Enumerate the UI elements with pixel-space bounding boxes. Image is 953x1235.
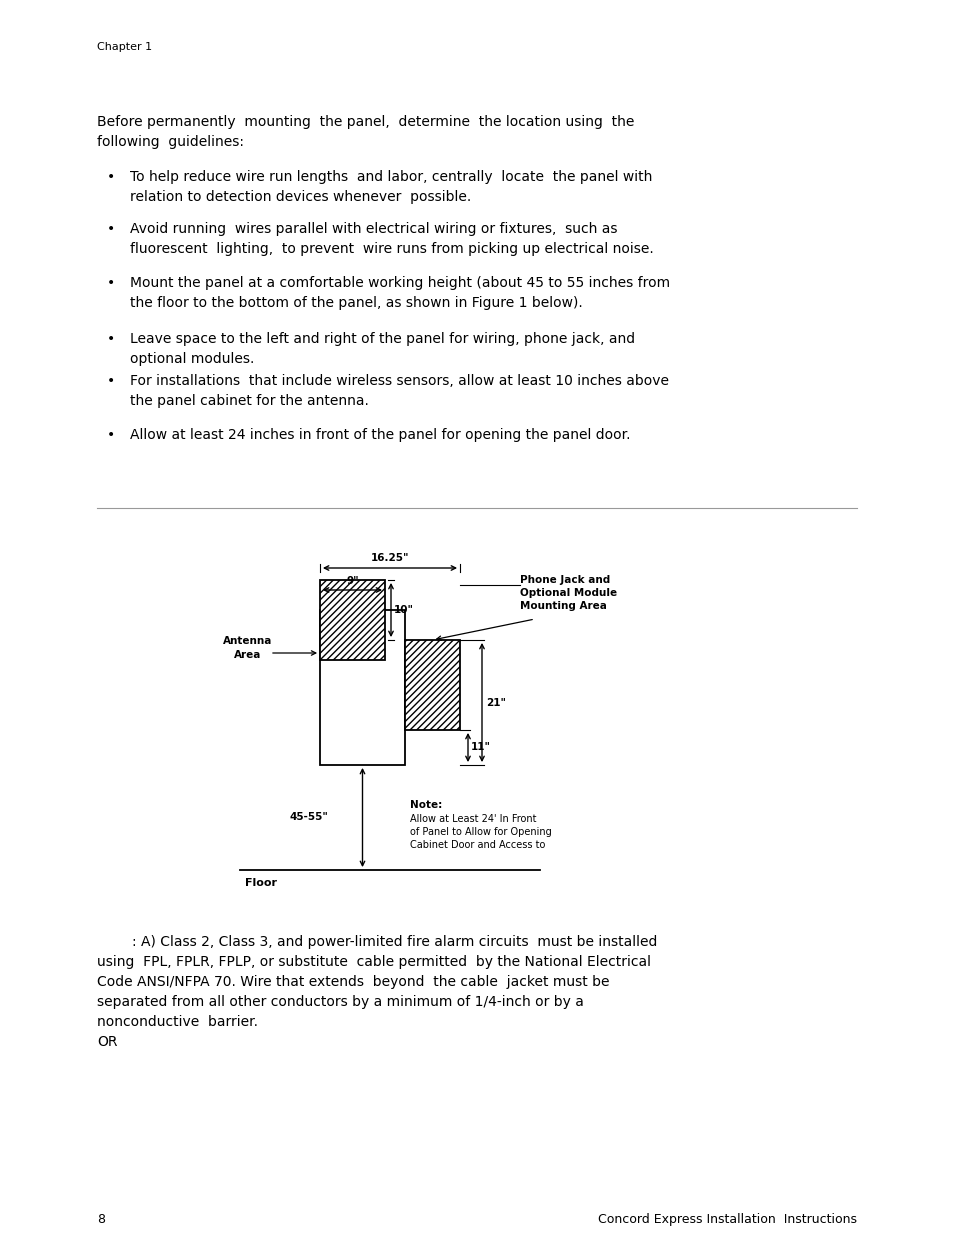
Text: Concord Express Installation  Instructions: Concord Express Installation Instruction…	[598, 1213, 856, 1226]
Text: •: •	[107, 275, 115, 290]
Text: To help reduce wire run lengths  and labor, centrally  locate  the panel with: To help reduce wire run lengths and labo…	[130, 170, 652, 184]
Text: •: •	[107, 170, 115, 184]
Bar	[405, 640, 459, 730]
Text: relation to detection devices whenever  possible.: relation to detection devices whenever p…	[130, 190, 471, 204]
Text: Floor: Floor	[245, 878, 276, 888]
Text: using  FPL, FPLR, FPLP, or substitute  cable permitted  by the National Electric: using FPL, FPLR, FPLP, or substitute cab…	[97, 955, 650, 969]
Text: Chapter 1: Chapter 1	[97, 42, 152, 52]
Text: •: •	[107, 374, 115, 388]
Text: Before permanently  mounting  the panel,  determine  the location using  the: Before permanently mounting the panel, d…	[97, 115, 634, 128]
Text: 11": 11"	[471, 742, 491, 752]
Text: Avoid running  wires parallel with electrical wiring or fixtures,  such as: Avoid running wires parallel with electr…	[130, 222, 617, 236]
Text: •: •	[107, 332, 115, 346]
Text: separated from all other conductors by a minimum of 1/4-inch or by a: separated from all other conductors by a…	[97, 995, 583, 1009]
Text: •: •	[107, 222, 115, 236]
Text: Phone Jack and
Optional Module
Mounting Area: Phone Jack and Optional Module Mounting …	[519, 576, 617, 611]
Text: Allow at least 24 inches in front of the panel for opening the panel door.: Allow at least 24 inches in front of the…	[130, 429, 630, 442]
Text: fluorescent  lighting,  to prevent  wire runs from picking up electrical noise.: fluorescent lighting, to prevent wire ru…	[130, 242, 653, 256]
Text: Code ANSI/NFPA 70. Wire that extends  beyond  the cable  jacket must be: Code ANSI/NFPA 70. Wire that extends bey…	[97, 974, 609, 989]
Bar	[319, 610, 405, 764]
Text: 45-55": 45-55"	[290, 813, 329, 823]
Text: •: •	[107, 429, 115, 442]
Text: 21": 21"	[485, 698, 505, 708]
Text: Note:: Note:	[410, 800, 442, 810]
Text: Allow at Least 24' In Front
of Panel to Allow for Opening
Cabinet Door and Acces: Allow at Least 24' In Front of Panel to …	[410, 814, 551, 851]
Text: Antenna
Area: Antenna Area	[223, 636, 273, 659]
Text: For installations  that include wireless sensors, allow at least 10 inches above: For installations that include wireless …	[130, 374, 668, 388]
Text: OR: OR	[97, 1035, 117, 1049]
Text: Mount the panel at a comfortable working height (about 45 to 55 inches from: Mount the panel at a comfortable working…	[130, 275, 669, 290]
Text: : A) Class 2, Class 3, and power-limited fire alarm circuits  must be installed: : A) Class 2, Class 3, and power-limited…	[97, 935, 657, 948]
Text: 9": 9"	[346, 576, 358, 585]
Text: 10": 10"	[394, 605, 414, 615]
Text: nonconductive  barrier.: nonconductive barrier.	[97, 1015, 257, 1029]
Text: the panel cabinet for the antenna.: the panel cabinet for the antenna.	[130, 394, 369, 408]
Text: following  guidelines:: following guidelines:	[97, 135, 244, 149]
Text: Leave space to the left and right of the panel for wiring, phone jack, and: Leave space to the left and right of the…	[130, 332, 635, 346]
Text: 16.25": 16.25"	[371, 553, 409, 563]
Bar	[319, 580, 385, 659]
Text: 8: 8	[97, 1213, 105, 1226]
Text: optional modules.: optional modules.	[130, 352, 254, 366]
Text: the floor to the bottom of the panel, as shown in Figure 1 below).: the floor to the bottom of the panel, as…	[130, 296, 582, 310]
